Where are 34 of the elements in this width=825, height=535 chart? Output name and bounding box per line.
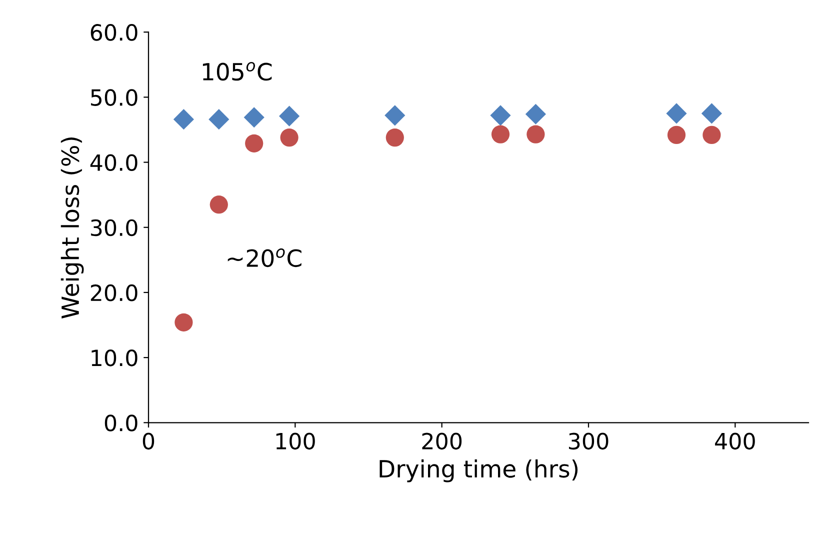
y-axis-title: Weight loss (%) <box>60 138 84 318</box>
point <box>702 126 721 144</box>
point <box>210 196 228 214</box>
point <box>667 126 686 144</box>
point <box>280 128 298 147</box>
annotation: ~20$^{o}$C <box>228 248 302 268</box>
y-tick-label: 0.0 <box>104 414 138 432</box>
annotation: 105$^{o}$C <box>202 62 272 81</box>
point <box>245 134 264 152</box>
point <box>526 125 545 144</box>
x-tick-label: 200 <box>422 432 462 450</box>
x-axis-title: Drying time (hrs) <box>380 459 578 482</box>
y-tick-label: 60.0 <box>90 24 138 41</box>
x-tick-label: 0 <box>142 432 154 450</box>
point <box>244 107 264 128</box>
point <box>208 109 230 130</box>
point <box>490 105 511 126</box>
x-tick-label: 300 <box>568 432 608 450</box>
point <box>666 103 687 124</box>
point <box>491 125 510 144</box>
y-tick-label: 20.0 <box>90 284 138 302</box>
y-tick-label: 10.0 <box>92 350 138 366</box>
x-tick-label: 100 <box>276 432 315 450</box>
y-tick-label: 50.0 <box>91 89 138 106</box>
point <box>174 313 193 332</box>
point <box>173 109 194 130</box>
point <box>525 104 546 124</box>
y-tick-label: 40.0 <box>90 154 138 172</box>
point <box>386 128 404 147</box>
point <box>701 103 722 124</box>
y-tick-label: 30.0 <box>90 219 138 236</box>
point <box>279 106 300 126</box>
x-tick-label: 400 <box>715 432 755 450</box>
point <box>384 105 406 126</box>
